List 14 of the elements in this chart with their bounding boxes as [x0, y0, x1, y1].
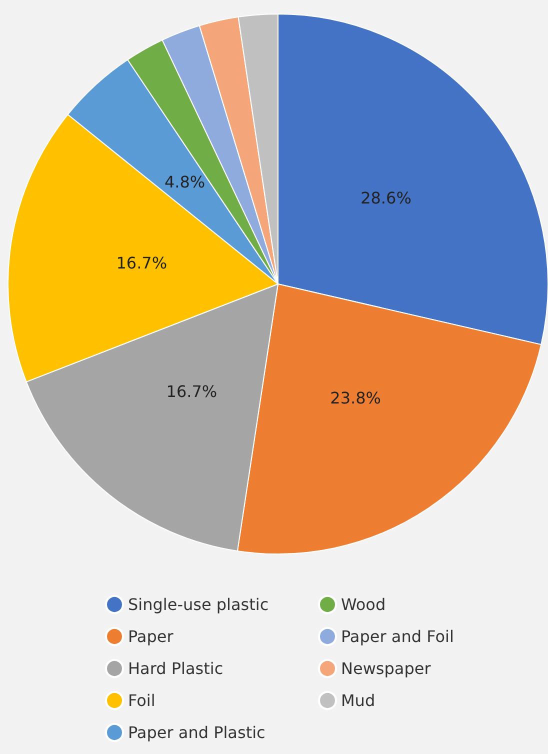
- legend-label: Hard Plastic: [128, 659, 224, 678]
- data-label: 4.8%: [164, 172, 206, 192]
- legend-label: Paper and Plastic: [128, 723, 266, 742]
- legend-label: Paper: [128, 627, 174, 646]
- legend-label: Mud: [341, 691, 376, 710]
- data-label: 28.6%: [360, 188, 412, 208]
- legend-label: Foil: [128, 691, 156, 710]
- legend-label: Single-use plastic: [128, 595, 269, 614]
- legend-label: Paper and Foil: [341, 627, 454, 646]
- data-label: 16.7%: [166, 382, 218, 402]
- legend-label: Newspaper: [341, 659, 432, 678]
- legend-label: Wood: [341, 595, 386, 614]
- data-label: 16.7%: [116, 253, 168, 272]
- data-label: 23.8%: [330, 388, 381, 408]
